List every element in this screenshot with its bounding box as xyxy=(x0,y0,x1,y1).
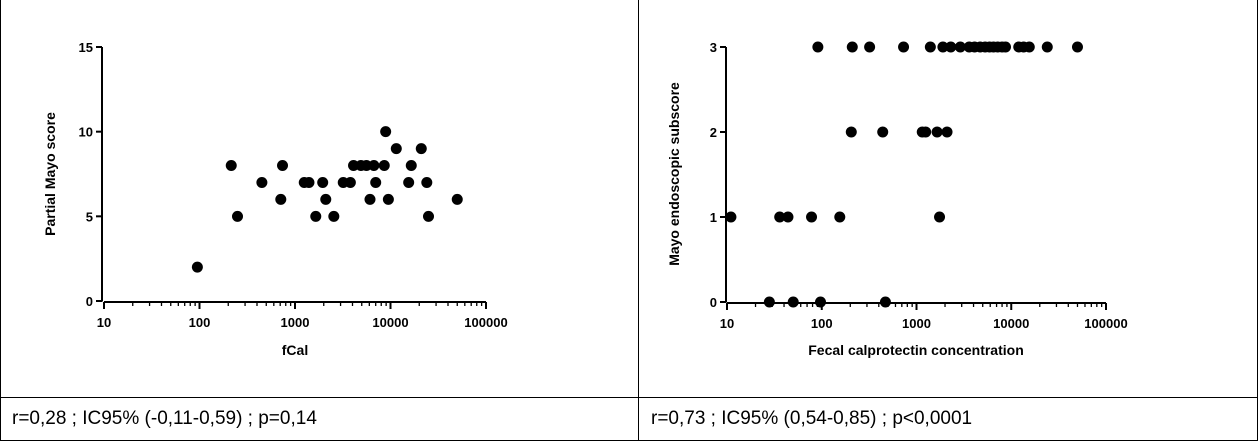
data-point xyxy=(845,126,857,138)
data-point xyxy=(317,176,329,188)
x-tick-label: 100000 xyxy=(1084,316,1127,331)
data-point xyxy=(937,41,949,53)
data-point xyxy=(814,296,826,308)
data-point xyxy=(806,211,818,223)
data-point xyxy=(1000,41,1012,53)
x-tick-label: 100000 xyxy=(464,315,507,330)
y-tick-label: 1 xyxy=(710,210,717,225)
data-point xyxy=(945,41,957,53)
data-point xyxy=(310,210,322,222)
data-point xyxy=(920,126,932,138)
data-point xyxy=(382,193,394,205)
data-point xyxy=(954,41,966,53)
data-point xyxy=(256,176,268,188)
data-point xyxy=(451,193,463,205)
x-tick-label: 10 xyxy=(97,315,111,330)
x-axis-title: Fecal calprotectin concentration xyxy=(808,342,1024,358)
data-point xyxy=(320,193,332,205)
data-point xyxy=(421,176,433,188)
data-point xyxy=(390,143,402,155)
data-point xyxy=(763,296,775,308)
caption-right-statistics: r=0,73 ; IC95% (0,54-0,85) ; p<0,0001 xyxy=(651,408,973,429)
data-point xyxy=(774,211,786,223)
data-point xyxy=(877,126,889,138)
data-point xyxy=(1041,41,1053,53)
data-point xyxy=(380,126,392,138)
data-point xyxy=(834,211,846,223)
data-point xyxy=(1023,41,1035,53)
data-point xyxy=(364,193,376,205)
y-tick-label: 3 xyxy=(710,40,717,55)
data-point xyxy=(423,210,435,222)
y-axis-title: Mayo endoscopic subscore xyxy=(666,82,682,266)
x-tick-label: 10000 xyxy=(993,316,1029,331)
data-point xyxy=(782,211,794,223)
caption-left-statistics: r=0,28 ; IC95% (-0,11-0,59) ; p=0,14 xyxy=(12,408,317,429)
y-tick-label: 2 xyxy=(710,125,717,140)
data-point xyxy=(812,41,824,53)
endoscopic-subscore-scatter-chart: 0 1 2 3 10 100 1000 10000 100000 Fecal calprotect… xyxy=(666,40,1128,358)
x-tick-label: 100 xyxy=(811,316,833,331)
data-point xyxy=(725,211,737,223)
x-tick-label: 10 xyxy=(720,316,734,331)
partial-mayo-scatter-chart: 0 5 10 15 10 100 1000 10000 100000 fCal Partial Ma… xyxy=(42,40,508,358)
y-tick-label: 0 xyxy=(86,294,93,309)
x-tick-label: 1000 xyxy=(281,315,310,330)
data-point xyxy=(787,296,799,308)
y-tick-label: 15 xyxy=(79,40,93,55)
data-point xyxy=(378,160,390,172)
data-point xyxy=(405,160,417,172)
data-point xyxy=(864,41,876,53)
data-point xyxy=(1071,41,1083,53)
data-point xyxy=(303,176,315,188)
data-point xyxy=(328,210,340,222)
data-point xyxy=(941,126,953,138)
x-axis-title: fCal xyxy=(282,342,308,358)
data-point xyxy=(275,193,287,205)
data-point xyxy=(277,160,289,172)
x-tick-label: 1000 xyxy=(902,316,931,331)
x-tick-label: 100 xyxy=(189,315,211,330)
data-point xyxy=(232,210,244,222)
row-divider xyxy=(0,397,1258,398)
data-point xyxy=(370,176,382,188)
data-point xyxy=(403,176,415,188)
y-tick-label: 5 xyxy=(86,209,93,224)
x-tick-label: 10000 xyxy=(372,315,408,330)
data-point xyxy=(415,143,427,155)
data-point xyxy=(898,41,910,53)
data-point xyxy=(368,160,380,172)
y-axis-title: Partial Mayo score xyxy=(42,112,58,236)
y-tick-label: 0 xyxy=(710,295,717,310)
data-point xyxy=(924,41,936,53)
data-point xyxy=(934,211,946,223)
data-point xyxy=(879,296,891,308)
data-point xyxy=(344,176,356,188)
data-point xyxy=(225,160,237,172)
data-point xyxy=(846,41,858,53)
column-divider xyxy=(638,0,639,441)
y-tick-label: 10 xyxy=(79,125,93,140)
data-point xyxy=(191,261,203,273)
data-point xyxy=(931,126,943,138)
